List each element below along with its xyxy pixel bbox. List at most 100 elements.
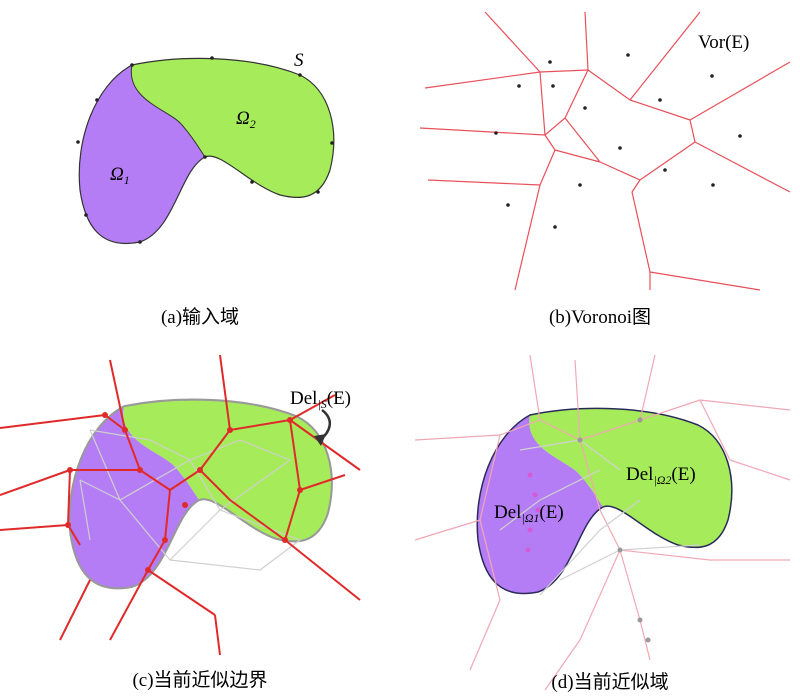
voronoi-edge: [169, 469, 201, 491]
voronoi-edge: [599, 509, 621, 551]
panel-a: [78, 57, 335, 245]
voronoi-edge: [639, 354, 656, 421]
voronoi-edge: [619, 549, 711, 561]
voronoi-edge: [579, 419, 641, 441]
point: [210, 56, 214, 60]
voronoi-edge: [414, 519, 481, 541]
voronoi-edge: [0, 414, 106, 429]
site: [626, 53, 630, 57]
site: [548, 60, 552, 64]
voronoi-edge: [284, 489, 301, 541]
voronoi-edge: [139, 469, 171, 491]
point: [95, 98, 99, 102]
triangulation-edge: [149, 439, 191, 461]
voronoi-edge: [199, 429, 231, 471]
voronoi-edge: [219, 354, 231, 431]
voronoi-edge: [109, 359, 126, 431]
point: [250, 180, 254, 184]
interface: [130, 64, 206, 158]
triangulation-edge: [519, 439, 581, 451]
label: Del|S(E): [290, 388, 351, 411]
panel-d: [414, 354, 791, 691]
voronoi-edge: [289, 419, 361, 471]
label: Vor(E): [698, 32, 749, 53]
triangulation-edge: [599, 499, 641, 531]
voronoi-edge: [619, 549, 641, 621]
voronoi-edge: [109, 569, 149, 641]
point: [76, 140, 80, 144]
voronoi-edge: [479, 519, 501, 601]
voronoi-edge: [299, 474, 346, 491]
label-main: Vor: [698, 32, 726, 53]
voronoi-edge: [147, 569, 216, 616]
voronoi-edge: [67, 469, 71, 526]
voronoi-edge: [629, 11, 701, 101]
triangulation-edge: [169, 559, 261, 571]
label-main: S: [294, 50, 304, 71]
voronoi-edge: [587, 69, 631, 101]
vertex: [637, 417, 643, 423]
site: [578, 183, 582, 187]
voronoi-edge: [539, 69, 589, 73]
voronoi-edge: [539, 149, 556, 186]
voronoi-edge: [694, 141, 791, 193]
site: [506, 203, 510, 207]
arrow-head: [314, 434, 326, 446]
voronoi-edge: [414, 434, 501, 441]
site: [658, 98, 662, 102]
vertex: [67, 467, 73, 473]
label-main: Ω: [110, 164, 124, 185]
vertex: [145, 567, 151, 573]
vertex: [617, 547, 623, 553]
point: [138, 240, 142, 244]
label-sub: 2: [250, 117, 256, 131]
voronoi-edge: [579, 549, 621, 641]
voronoi-edge: [514, 184, 541, 291]
label-tail: (E): [671, 464, 695, 485]
triangulation-edge: [79, 479, 91, 541]
voronoi-edge: [584, 11, 589, 71]
label-main: Del: [626, 464, 653, 485]
voronoi-edge: [214, 614, 221, 656]
triangulation-edge: [499, 499, 541, 531]
triangulation-edge: [259, 539, 301, 571]
voronoi-edge: [424, 71, 541, 89]
vertex: [527, 527, 533, 533]
voronoi-edge: [229, 419, 291, 431]
site: [583, 106, 587, 110]
triangulation-edge: [119, 499, 171, 561]
vertex: [122, 427, 128, 433]
voronoi-edge: [564, 69, 589, 119]
label: Del|Ω2(E): [626, 464, 696, 487]
vertex: [162, 537, 168, 543]
caption: (a)输入域: [161, 306, 239, 328]
vertex: [227, 427, 233, 433]
label: S: [294, 50, 304, 71]
voronoi-edge: [639, 399, 701, 421]
vertex: [65, 522, 71, 528]
voronoi-edge: [469, 599, 501, 671]
voronoi-edge: [539, 71, 546, 136]
voronoi-edge: [554, 149, 601, 163]
triangulation-edge: [189, 459, 221, 511]
point: [330, 141, 334, 145]
voronoi-edge: [529, 354, 541, 421]
label-main: Del: [290, 388, 317, 409]
triangulation-edge: [79, 479, 121, 501]
site: [517, 84, 521, 88]
triangulation-edge: [559, 549, 621, 581]
triangulation-edge: [89, 429, 121, 501]
point: [84, 213, 88, 217]
vertex: [637, 617, 643, 623]
triangulation-edge: [619, 544, 701, 551]
label-sub: |Ω2: [653, 473, 671, 487]
site: [551, 84, 555, 88]
triangulation-edge: [539, 529, 601, 596]
site: [711, 183, 715, 187]
voronoi-edge: [59, 579, 91, 641]
voronoi-edge: [164, 489, 171, 541]
label-tail: (E): [539, 502, 563, 523]
site: [553, 225, 557, 229]
voronoi-edge: [67, 524, 81, 546]
vertex: [297, 487, 303, 493]
